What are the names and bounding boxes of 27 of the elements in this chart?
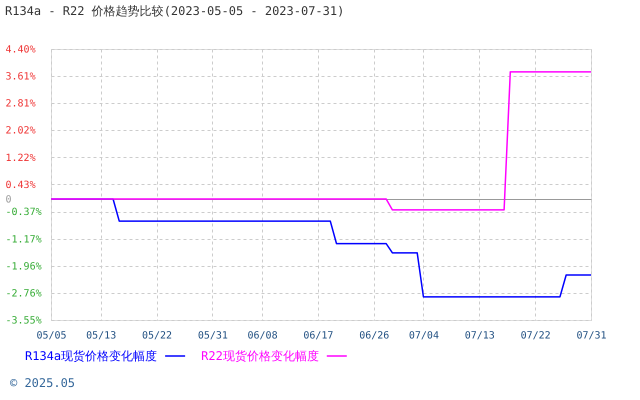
- x-tick-label: 06/26: [359, 330, 390, 342]
- text: © 2025.05: [10, 376, 76, 390]
- y-tick-label: 0: [6, 194, 12, 206]
- x-tick-label: 05/22: [142, 330, 172, 342]
- chart-title: R134a - R22 价格趋势比较(2023-05-05 - 2023-07-31): [5, 4, 344, 18]
- y-tick-label: 4.40%: [6, 44, 36, 56]
- x-tick-label: 06/17: [303, 330, 334, 342]
- x-tick-label: 07/22: [520, 330, 551, 342]
- y-tick-label: -3.55%: [6, 316, 42, 326]
- x-tick-label: 05/05: [36, 330, 67, 342]
- x-tick-label: 07/31: [576, 330, 607, 342]
- y-tick-label: 2.81%: [6, 98, 36, 110]
- y-tick-label: -2.76%: [6, 288, 42, 300]
- x-tick-label: 07/04: [408, 330, 439, 342]
- x-tick-label: 07/13: [464, 330, 495, 342]
- x-tick-label: 05/13: [86, 330, 116, 342]
- y-tick-label: -0.37%: [6, 207, 42, 218]
- y-tick-label: 1.22%: [6, 152, 36, 164]
- y-tick-label: -1.17%: [6, 234, 42, 246]
- y-tick-label: 2.02%: [6, 126, 36, 137]
- y-tick-label: -1.96%: [6, 261, 42, 272]
- legend-label: R22现货价格变化幅度: [201, 349, 319, 363]
- legend-label: R134a现货价格变化幅度: [25, 349, 158, 363]
- x-tick-label: 05/31: [198, 330, 228, 342]
- x-tick-label: 06/08: [247, 330, 278, 342]
- y-tick-label: 0.43%: [6, 180, 36, 191]
- y-tick-label: 3.61%: [6, 71, 36, 82]
